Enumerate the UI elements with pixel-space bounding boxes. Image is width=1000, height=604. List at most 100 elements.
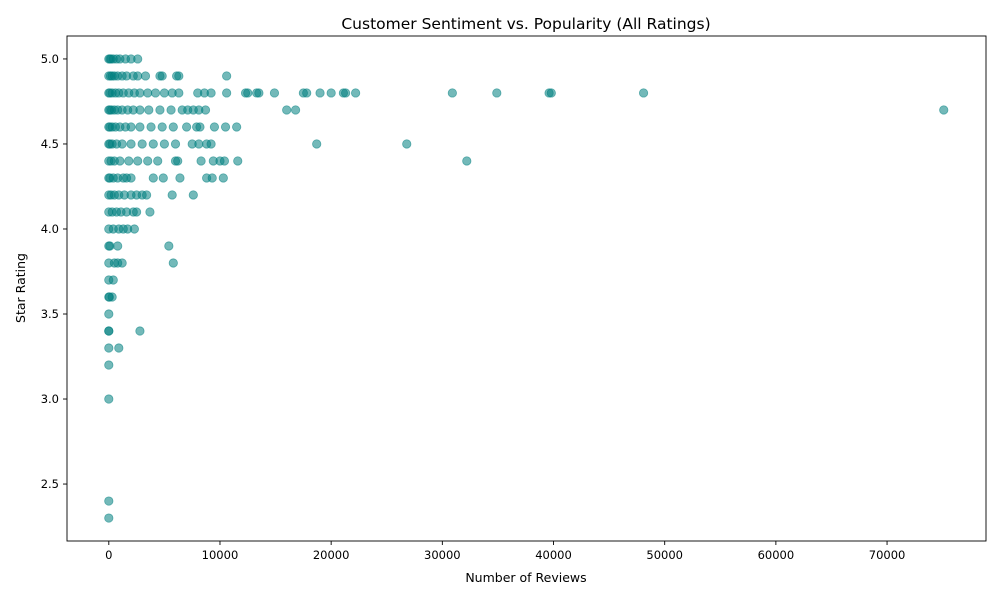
scatter-point xyxy=(150,88,161,98)
scatter-point xyxy=(126,139,136,149)
scatter-point xyxy=(107,292,117,302)
scatter-point xyxy=(174,88,184,98)
scatter-point xyxy=(166,105,176,115)
y-tick-label: 4.5 xyxy=(41,137,59,151)
scatter-point xyxy=(126,122,136,132)
scatter-point xyxy=(117,139,127,149)
scatter-point xyxy=(148,173,158,183)
scatter-point xyxy=(143,88,153,98)
scatter-point xyxy=(462,156,472,166)
scatter-point xyxy=(218,173,228,183)
scatter-point xyxy=(126,173,136,183)
chart-title: Customer Sentiment vs. Popularity (All R… xyxy=(341,15,710,33)
scatter-point xyxy=(315,88,325,98)
scatter-point xyxy=(108,275,118,285)
scatter-point xyxy=(194,139,204,149)
scatter-point xyxy=(196,156,206,166)
plot-area xyxy=(66,35,987,542)
y-tick-label: 5.0 xyxy=(41,52,59,66)
scatter-point xyxy=(312,139,322,149)
scatter-point xyxy=(302,88,312,98)
x-tick-label: 40000 xyxy=(535,548,572,562)
y-tick-label: 3.0 xyxy=(41,392,59,406)
scatter-point xyxy=(170,139,181,149)
scatter-point xyxy=(207,173,217,183)
scatter-point xyxy=(133,156,143,166)
scatter-point xyxy=(145,207,155,217)
scatter-point xyxy=(341,88,351,98)
scatter-point xyxy=(104,513,114,523)
scatter-point xyxy=(158,173,168,183)
x-tick-label: 0 xyxy=(105,548,112,562)
scatter-point xyxy=(105,241,115,251)
scatter-point xyxy=(114,343,124,353)
x-tick-label: 10000 xyxy=(202,548,239,562)
scatter-point xyxy=(142,190,152,200)
scatter-point xyxy=(104,343,114,353)
scatter-point xyxy=(402,139,412,149)
scatter-point xyxy=(167,190,177,200)
scatter-point xyxy=(222,88,232,98)
scatter-point xyxy=(254,88,264,98)
scatter-point xyxy=(159,88,169,98)
scatter-point xyxy=(492,88,502,98)
scatter-point xyxy=(115,156,125,166)
scatter-point xyxy=(233,156,243,166)
scatter-point xyxy=(104,309,114,319)
y-tick-label: 4.0 xyxy=(41,222,59,236)
scatter-points xyxy=(104,54,949,523)
scatter-point xyxy=(133,54,143,64)
scatter-point xyxy=(206,139,216,149)
x-tick-label: 70000 xyxy=(869,548,906,562)
scatter-point xyxy=(148,139,158,149)
scatter-point xyxy=(174,71,184,81)
scatter-point xyxy=(269,88,280,98)
scatter-point xyxy=(146,122,156,132)
scatter-point xyxy=(124,156,134,166)
x-tick-label: 50000 xyxy=(646,548,683,562)
scatter-point xyxy=(173,156,183,166)
scatter-point xyxy=(157,71,167,81)
scatter-point xyxy=(447,88,457,98)
scatter-point xyxy=(206,88,216,98)
scatter-point xyxy=(326,88,336,98)
scatter-point xyxy=(222,71,232,81)
scatter-point xyxy=(140,71,151,81)
scatter-point xyxy=(117,258,127,268)
scatter-point xyxy=(153,156,163,166)
scatter-point xyxy=(168,258,178,268)
x-axis: 0 10000 20000 30000 40000 50000 60000 70000 xyxy=(105,541,905,562)
scatter-point xyxy=(638,88,649,98)
scatter-point xyxy=(282,105,292,115)
scatter-point xyxy=(104,394,114,404)
scatter-point xyxy=(159,139,169,149)
x-tick-label: 30000 xyxy=(424,548,461,562)
scatter-point xyxy=(144,105,154,115)
scatter-point xyxy=(135,88,145,98)
scatter-point xyxy=(157,122,167,132)
scatter-point xyxy=(188,190,198,200)
scatter-point xyxy=(939,105,949,115)
scatter-point xyxy=(104,496,114,506)
scatter-point xyxy=(175,173,185,183)
scatter-point xyxy=(546,88,556,98)
scatter-point xyxy=(243,88,253,98)
scatter-point xyxy=(195,122,205,132)
scatter-point xyxy=(104,326,114,336)
y-axis-label: Star Rating xyxy=(13,253,28,323)
scatter-point xyxy=(104,360,114,370)
scatter-point xyxy=(113,241,123,251)
y-tick-label: 2.5 xyxy=(41,477,59,491)
scatter-point xyxy=(220,122,231,132)
scatter-point xyxy=(129,224,139,234)
scatter-point xyxy=(135,326,145,336)
y-axis: 2.5 3.0 3.5 4.0 4.5 5.0 xyxy=(41,52,67,491)
x-axis-label: Number of Reviews xyxy=(465,570,586,585)
scatter-point xyxy=(143,156,153,166)
scatter-point xyxy=(135,105,145,115)
x-tick-label: 20000 xyxy=(313,548,350,562)
scatter-point xyxy=(155,105,165,115)
scatter-point xyxy=(131,207,142,217)
